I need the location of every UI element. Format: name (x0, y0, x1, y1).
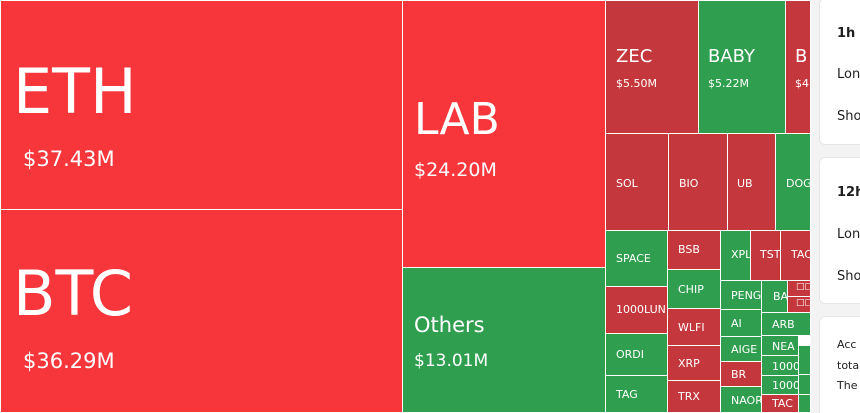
tile-ordi[interactable]: ORDI (605, 333, 668, 376)
info-text-line: Acc (837, 338, 857, 351)
tile-symbol: □□ (796, 282, 810, 292)
tile-others[interactable]: Others $13.01M (402, 267, 606, 413)
tile-symbol: LAB (414, 94, 500, 145)
tile-trx[interactable]: TRX (667, 380, 721, 413)
tile-ai[interactable]: AI (720, 309, 762, 337)
tile-symbol: TRX (678, 390, 700, 403)
tile-br[interactable]: BR (720, 361, 762, 387)
tile-amount: $13.01M (414, 351, 489, 371)
tile-b-partial[interactable]: B $4 (785, 0, 811, 134)
tile-symbol: XPL (731, 248, 751, 261)
liquidation-treemap: ETH $37.43M BTC $36.29M LAB $24.20M Othe… (0, 0, 811, 413)
tile-lab[interactable]: LAB $24.20M (402, 0, 606, 268)
tile-symbol: AIGE (731, 343, 758, 356)
tile-symbol: ZEC (616, 46, 653, 67)
tile-symbol: TAC (772, 397, 793, 410)
tile-amount: $37.43M (23, 147, 115, 171)
tile-xrp[interactable]: XRP (667, 345, 721, 381)
short-label: Sho (837, 109, 860, 124)
tile-symbol: BTC (13, 257, 134, 330)
tile-tac[interactable]: TAC (780, 230, 811, 281)
tile-tac-2[interactable]: TAC (761, 394, 799, 413)
tile-symbol: BIO (679, 177, 699, 190)
tile-symbol: SOL (616, 177, 638, 190)
tile-symbol: B (795, 46, 808, 67)
tile-symbol: WLFI (678, 321, 705, 334)
right-panel: 1h Lon Sho 12h Lon Sho Acc tota The (811, 0, 860, 413)
tile-amount: $24.20M (414, 159, 497, 181)
tile-amount: $4 (795, 77, 809, 90)
tile-symbol: NAOR (731, 394, 762, 407)
tile-symbol: ORDI (616, 348, 645, 361)
info-text-line: tota (837, 359, 860, 372)
tile-symbol: 1000LUN (616, 303, 666, 316)
card-title: 12h (837, 185, 860, 200)
tile-symbol: TST (760, 248, 781, 261)
tile-small-green-3[interactable] (798, 394, 811, 413)
tile-naor[interactable]: NAOR (720, 386, 762, 413)
tile-1000lun[interactable]: 1000LUN (605, 286, 668, 334)
tile-symbol: NEA (772, 340, 795, 353)
tile-symbol: CHIP (678, 283, 704, 296)
tile-symbol: AI (731, 317, 742, 330)
tile-ba[interactable]: BA (761, 280, 788, 313)
short-label: Sho (837, 269, 860, 284)
tile-aige[interactable]: AIGE (720, 336, 762, 362)
tile-nea[interactable]: NEA (761, 335, 799, 356)
tile-symbol: XRP (678, 357, 700, 370)
tile-tst[interactable]: TST (750, 230, 781, 281)
card-title: 1h (837, 26, 856, 41)
tile-bsb[interactable]: BSB (667, 230, 721, 270)
tile-btc[interactable]: BTC $36.29M (0, 209, 403, 413)
tile-1000-b[interactable]: 1000 (761, 375, 799, 395)
tile-1000-a[interactable]: 1000 (761, 355, 799, 376)
tile-symbol: ARB (772, 318, 795, 331)
tile-amount: $5.50M (616, 77, 657, 90)
tile-symbol: TAG (616, 388, 638, 401)
tile-eth[interactable]: ETH $37.43M (0, 0, 403, 210)
long-label: Lon (837, 67, 860, 82)
long-label: Lon (837, 227, 860, 242)
tile-symbol: BR (731, 368, 747, 381)
info-card: Acc tota The (819, 316, 860, 413)
tile-symbol: PENG (731, 289, 762, 302)
tile-symbol: 1000 (772, 379, 799, 392)
tile-ub[interactable]: UB (727, 133, 776, 231)
tile-small-green[interactable] (798, 345, 811, 375)
tile-sol[interactable]: SOL (605, 133, 669, 231)
tile-wlfi[interactable]: WLFI (667, 308, 721, 346)
info-text-line: The (837, 379, 858, 392)
tile-dog[interactable]: DOG (775, 133, 811, 231)
tile-symbol: SPACE (616, 252, 651, 265)
tile-cjk-1[interactable]: □□ (787, 280, 811, 297)
tile-symbol: UB (737, 177, 753, 190)
tile-amount: $36.29M (23, 349, 115, 373)
tile-cjk-2[interactable]: □□ (787, 296, 811, 313)
tile-small-green-2[interactable] (798, 374, 811, 395)
tile-symbol: TAC (791, 248, 811, 261)
tile-symbol: Others (414, 313, 485, 337)
tile-symbol: DOG (786, 177, 811, 190)
tile-symbol: 1000 (772, 360, 799, 373)
tile-peng[interactable]: PENG (720, 280, 762, 310)
tile-chip[interactable]: CHIP (667, 269, 721, 309)
tile-symbol: BA (773, 290, 788, 303)
liquidation-card-12h: 12h Lon Sho (819, 157, 860, 304)
tile-arb[interactable]: ARB (761, 312, 811, 336)
tile-symbol: ETH (13, 55, 137, 128)
tile-bio[interactable]: BIO (668, 133, 728, 231)
tile-symbol: BSB (678, 243, 700, 256)
liquidation-card-1h: 1h Lon Sho (819, 0, 860, 145)
tile-tag[interactable]: TAG (605, 375, 668, 413)
tile-symbol: BABY (708, 46, 756, 67)
tile-baby[interactable]: BABY $5.22M (698, 0, 786, 134)
tile-space[interactable]: SPACE (605, 230, 668, 287)
tile-amount: $5.22M (708, 77, 749, 90)
tile-xpl[interactable]: XPL (720, 230, 751, 281)
tile-symbol: □□ (796, 298, 810, 308)
tile-zec[interactable]: ZEC $5.50M (605, 0, 699, 134)
